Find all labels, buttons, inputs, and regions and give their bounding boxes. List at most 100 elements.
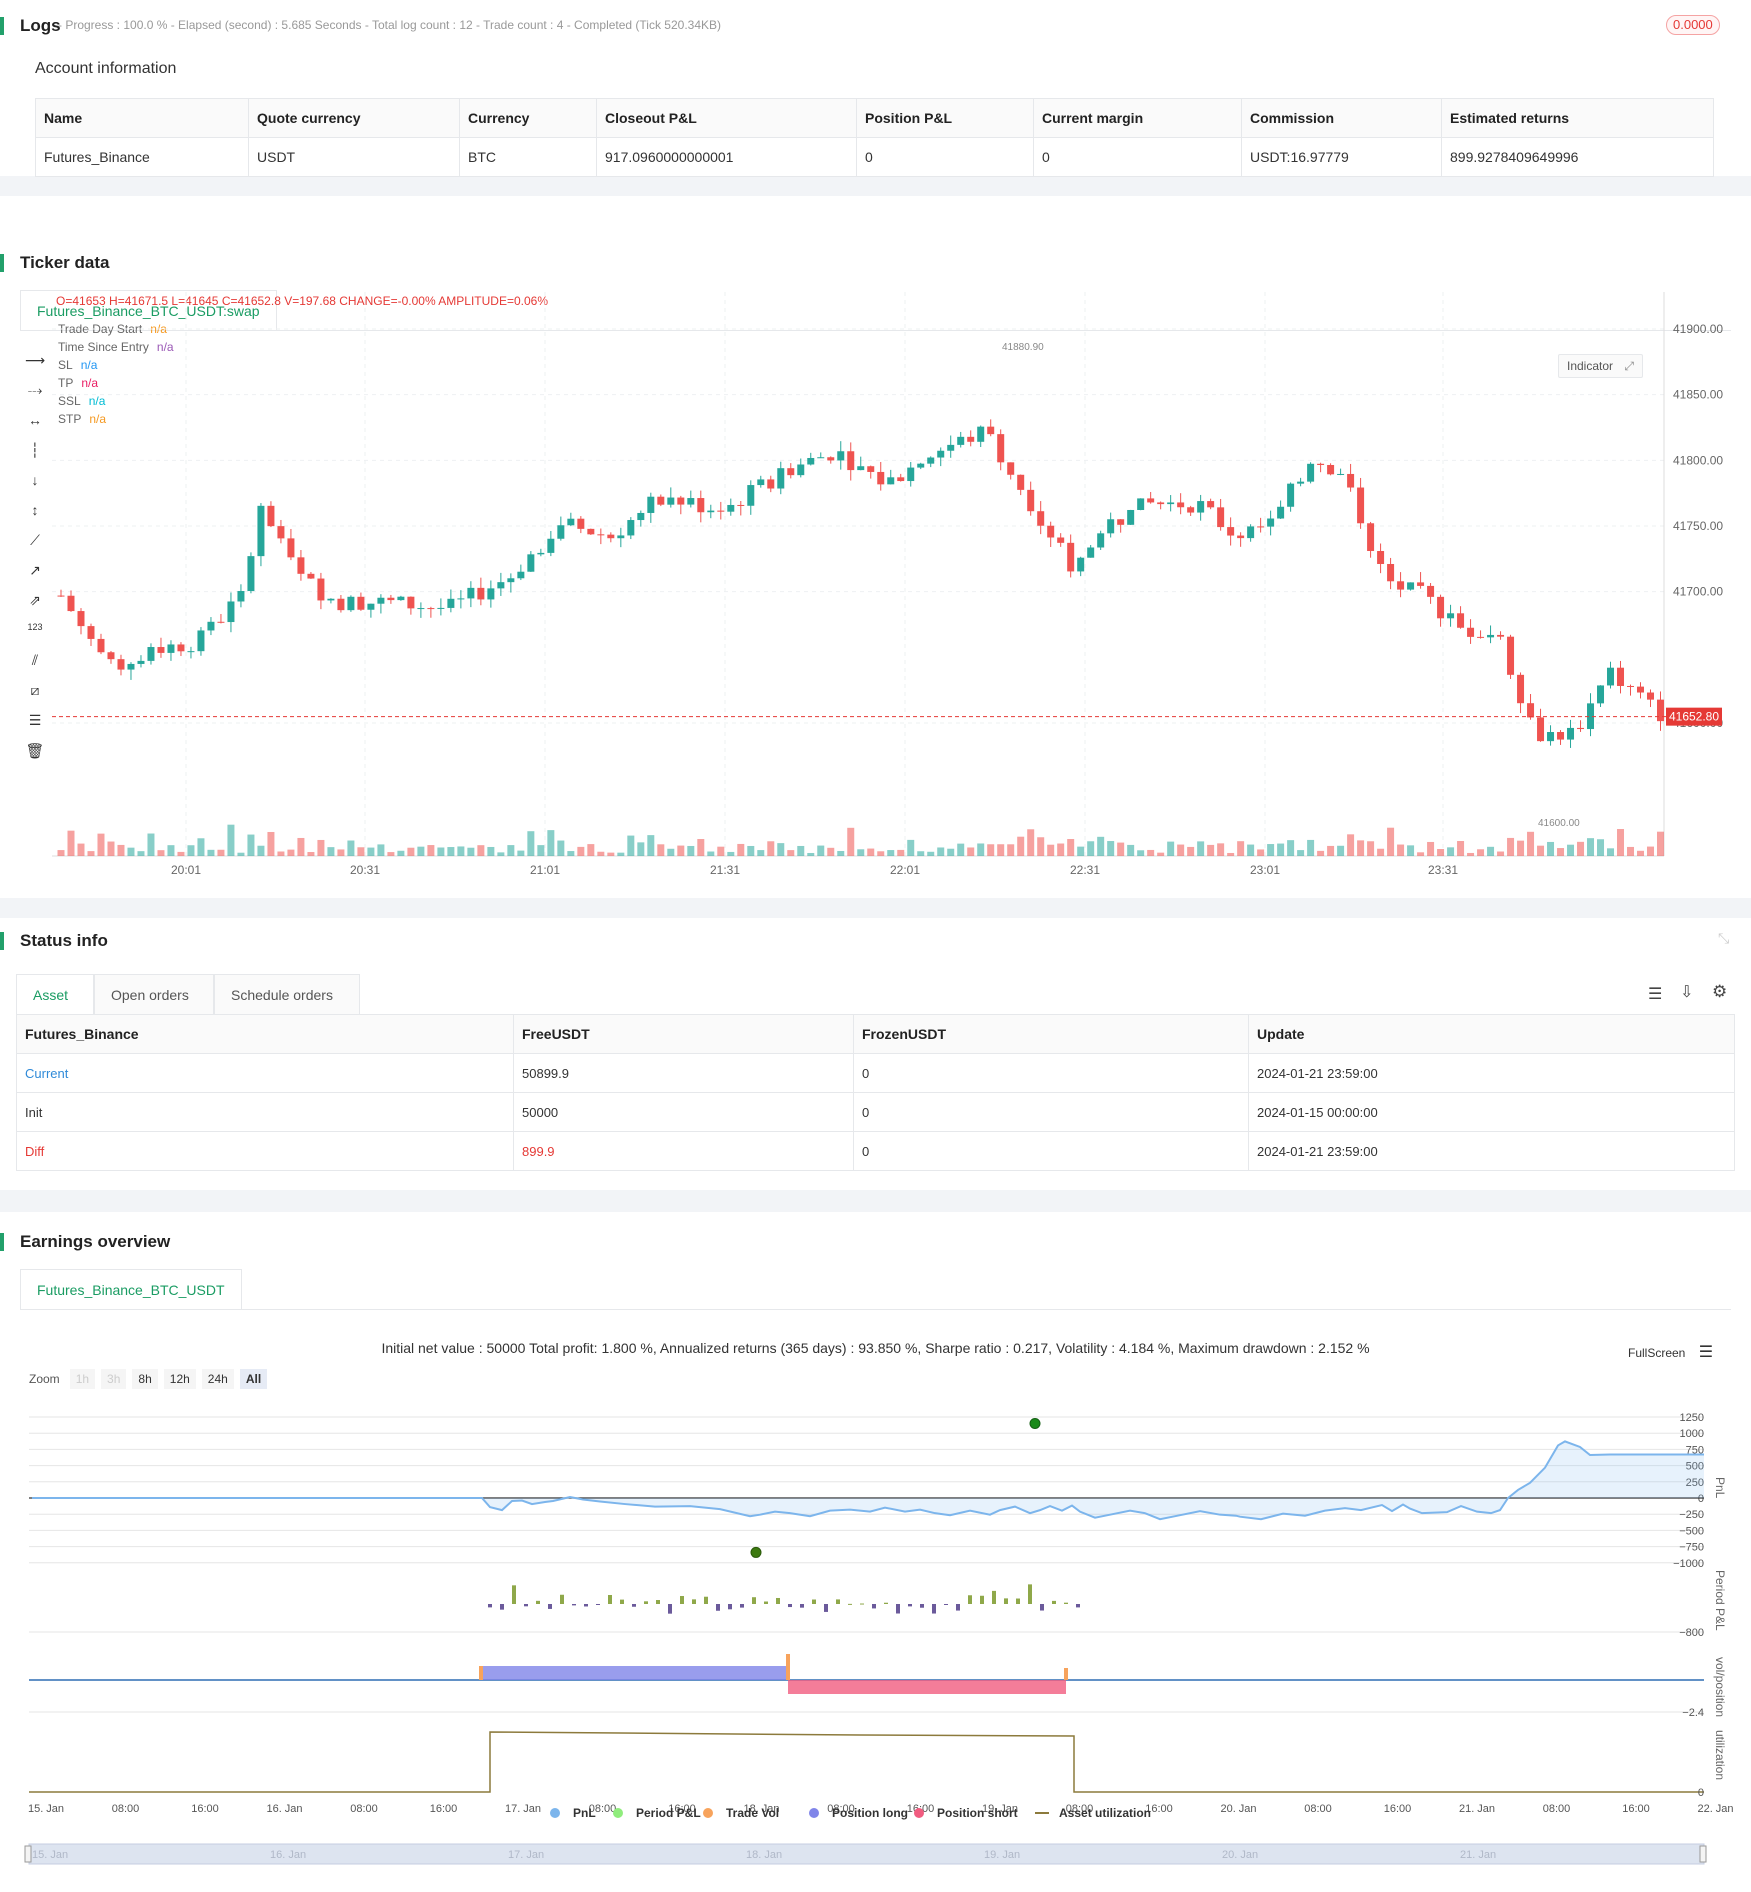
candle-body bbox=[1327, 464, 1335, 475]
earnings-panel: Earnings overview Futures_Binance_BTC_US… bbox=[0, 1212, 1751, 1892]
candle-body bbox=[327, 598, 335, 601]
period-bar bbox=[752, 1597, 756, 1604]
tab-open-orders[interactable]: Open orders bbox=[94, 974, 214, 1014]
candle-body bbox=[1467, 627, 1475, 637]
earnings-chart[interactable]: 1250 1000 750 500 250 0 −250 −500 −750 −1000 PnL −8… bbox=[0, 1212, 1751, 1892]
candlestick-chart[interactable]: 41900.00 41850.00 41800.00 41750.00 41700.00… bbox=[0, 196, 1751, 898]
volume-bar bbox=[447, 847, 455, 856]
candle-body bbox=[1227, 527, 1235, 536]
fib-retracement-tool-icon[interactable]: ☰ bbox=[28, 712, 42, 728]
candle-body bbox=[1607, 667, 1615, 686]
candle-body bbox=[177, 644, 185, 652]
list-icon[interactable]: ☰ bbox=[1648, 986, 1663, 1003]
candle-body bbox=[587, 528, 595, 535]
volume-bar bbox=[1117, 842, 1125, 856]
table-cell: 2024-01-21 23:59:00 bbox=[1248, 1131, 1735, 1171]
candle-body bbox=[1177, 502, 1185, 508]
horizontal-line-tool-icon[interactable]: ⟶ bbox=[24, 352, 46, 368]
candle-body bbox=[1187, 507, 1195, 513]
candle-body bbox=[1447, 613, 1455, 619]
volume-bar bbox=[1137, 850, 1145, 856]
candle-body bbox=[1357, 487, 1365, 524]
trend-line-tool-icon[interactable]: ⟋ bbox=[30, 532, 40, 548]
candle-body bbox=[1657, 699, 1664, 722]
download-icon[interactable]: ⇩ bbox=[1680, 984, 1694, 1001]
fib-channel-tool-icon[interactable]: ⧄ bbox=[30, 682, 40, 698]
candle-body bbox=[467, 587, 475, 599]
volume-bar bbox=[697, 839, 705, 856]
legend-item: Period P&L bbox=[613, 1806, 701, 1820]
logs-badge[interactable]: 0.0000 bbox=[1666, 15, 1720, 35]
extended-line-tool-icon[interactable]: ↔ bbox=[28, 412, 42, 428]
period-bar bbox=[656, 1600, 660, 1604]
pnl-tick-label: 1000 bbox=[1680, 1428, 1704, 1440]
candle-body bbox=[397, 596, 405, 601]
candle-body bbox=[417, 608, 425, 610]
legend-label: TP bbox=[58, 376, 74, 390]
pnl-line bbox=[32, 1440, 1704, 1521]
close-icon[interactable]: ⤡ bbox=[1718, 930, 1730, 946]
trade-vol-bar bbox=[1064, 1668, 1068, 1680]
parallel-channel-tool-icon[interactable]: ⫽ bbox=[31, 652, 39, 668]
fullscreen-button[interactable]: FullScreen ☰ bbox=[1628, 1342, 1713, 1362]
indicator-button[interactable]: Indicator ⤢ bbox=[1558, 354, 1643, 378]
tab-earnings-symbol[interactable]: Futures_Binance_BTC_USDT bbox=[20, 1269, 242, 1309]
volume-bar bbox=[727, 851, 735, 856]
legend-swatch bbox=[550, 1808, 560, 1818]
period-bar bbox=[968, 1595, 972, 1604]
volume-bar bbox=[907, 839, 915, 856]
candle-body bbox=[957, 436, 965, 445]
volume-bar bbox=[1507, 837, 1515, 856]
candle-body bbox=[1307, 463, 1315, 482]
period-bar bbox=[716, 1604, 720, 1611]
legend-item: Position long bbox=[809, 1806, 908, 1820]
candle-body bbox=[1427, 585, 1435, 597]
trash-icon[interactable]: 🗑 bbox=[25, 743, 45, 760]
candle-body bbox=[907, 467, 915, 482]
gear-icon[interactable]: ⚙ bbox=[1712, 982, 1728, 1001]
volume-bar bbox=[1167, 841, 1175, 856]
tab-schedule-orders[interactable]: Schedule orders bbox=[214, 974, 360, 1014]
volume-bar bbox=[1417, 852, 1425, 856]
pnl-tick-label: −1000 bbox=[1673, 1558, 1704, 1570]
zoom-12h-button[interactable]: 12h bbox=[163, 1369, 196, 1389]
period-bar bbox=[908, 1604, 912, 1607]
candle-body bbox=[1617, 667, 1625, 686]
candle-body bbox=[1127, 509, 1135, 525]
volume-bar bbox=[1537, 845, 1545, 856]
candle-body bbox=[557, 525, 565, 539]
vertical-line-tool-icon[interactable]: ┆ bbox=[30, 442, 40, 458]
vertical-segment-tool-icon[interactable]: ↕ bbox=[31, 502, 39, 518]
zoom-8h-button[interactable]: 8h bbox=[132, 1369, 158, 1389]
table-cell: 0 bbox=[853, 1053, 1249, 1093]
menu-icon: ☰ bbox=[1698, 1344, 1714, 1361]
account-title: Account information bbox=[35, 60, 177, 77]
volume-bar bbox=[887, 850, 895, 856]
tab-ticker-symbol[interactable]: Futures_Binance_BTC_USDT:swap bbox=[20, 290, 277, 330]
volume-bar bbox=[867, 848, 875, 856]
candle-body bbox=[1077, 557, 1085, 572]
vertical-ray-tool-icon[interactable]: ↓ bbox=[31, 472, 39, 488]
table-row: Init 50000 0 2024-01-15 00:00:00 bbox=[16, 1092, 1735, 1132]
horizontal-ray-tool-icon[interactable]: ⤏ bbox=[27, 382, 43, 398]
period-bar bbox=[728, 1604, 732, 1610]
volume-bar bbox=[877, 851, 885, 856]
zoom-all-button[interactable]: All bbox=[239, 1369, 268, 1389]
navigator-tick-label: 16. Jan bbox=[270, 1849, 306, 1861]
row-label-current[interactable]: Current bbox=[16, 1053, 514, 1093]
arrow-tool-icon[interactable]: ⇗ bbox=[29, 592, 41, 608]
volume-bar bbox=[1237, 841, 1245, 856]
column-header: Current margin bbox=[1033, 98, 1242, 138]
period-bar bbox=[1064, 1602, 1068, 1604]
zoom-1h-button[interactable]: 1h bbox=[69, 1369, 96, 1389]
candle-body bbox=[1407, 582, 1415, 590]
candle-body bbox=[1157, 502, 1165, 505]
zoom-3h-button[interactable]: 3h bbox=[101, 1369, 127, 1389]
candle-body bbox=[1067, 542, 1075, 572]
axis-name-util: utilization bbox=[1713, 1730, 1727, 1780]
price-label-tool-icon[interactable]: 123 bbox=[27, 622, 43, 632]
zoom-24h-button[interactable]: 24h bbox=[201, 1369, 234, 1389]
column-header: Closeout P&L bbox=[596, 98, 857, 138]
tab-asset[interactable]: Asset bbox=[16, 974, 94, 1014]
ray-line-tool-icon[interactable]: ↗ bbox=[29, 562, 41, 578]
